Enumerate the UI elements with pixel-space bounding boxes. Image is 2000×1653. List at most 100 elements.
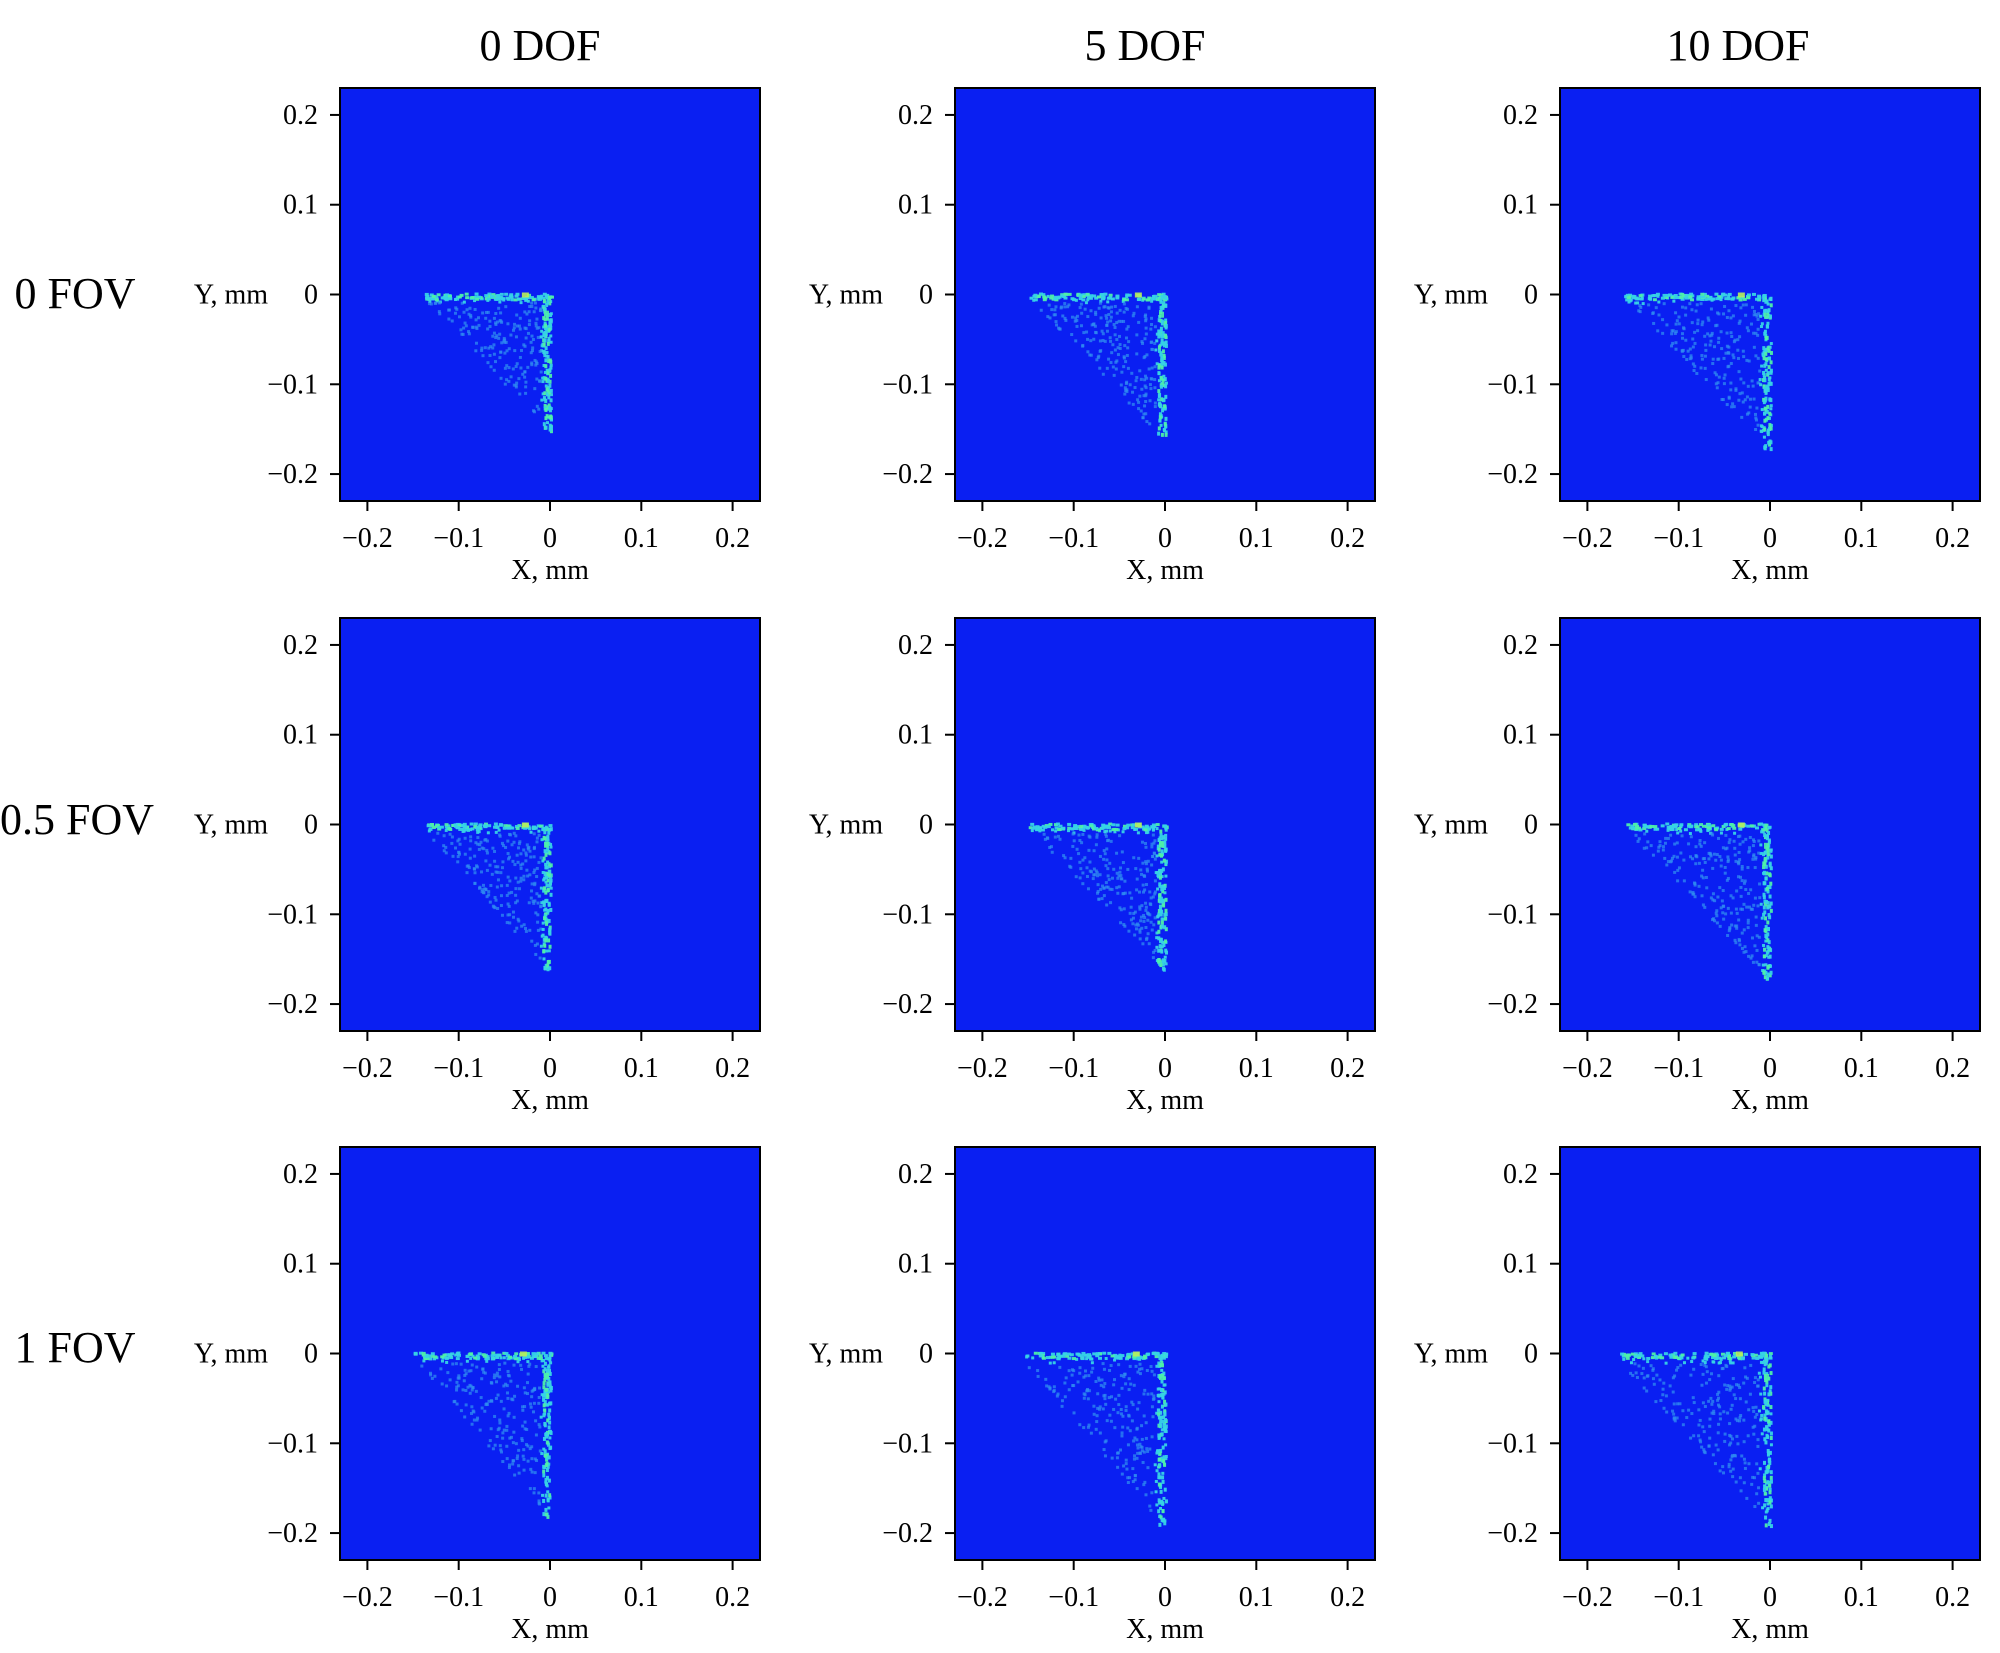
spot-point bbox=[498, 300, 502, 304]
y-tick-label: 0.2 bbox=[283, 630, 318, 661]
spot-point bbox=[1079, 302, 1083, 306]
spot-point bbox=[429, 302, 433, 306]
spot-point bbox=[1742, 1418, 1746, 1422]
spot-point bbox=[1122, 298, 1127, 302]
spot-point bbox=[1096, 883, 1100, 887]
spot-point bbox=[476, 836, 480, 840]
spot-point bbox=[1067, 292, 1072, 296]
spot-point bbox=[1638, 310, 1642, 314]
spot-point bbox=[1745, 395, 1749, 399]
spot-point bbox=[1717, 336, 1721, 340]
spot-point bbox=[1055, 1394, 1059, 1398]
spot-point bbox=[473, 1356, 478, 1360]
spot-point bbox=[1153, 365, 1157, 369]
spot-point bbox=[1164, 1443, 1168, 1447]
spot-point bbox=[505, 1457, 509, 1461]
spot-point bbox=[510, 843, 514, 847]
spot-point bbox=[1697, 1434, 1701, 1438]
x-tick-label: −0.1 bbox=[1048, 523, 1099, 554]
spot-point bbox=[1144, 317, 1148, 321]
spot-point bbox=[1164, 833, 1168, 837]
spot-point bbox=[1116, 1411, 1120, 1415]
spot-point bbox=[1160, 860, 1164, 864]
spot-point bbox=[1039, 308, 1043, 312]
spot-point bbox=[1152, 950, 1156, 954]
spot-point bbox=[1158, 1463, 1162, 1468]
spot-point bbox=[1164, 394, 1168, 399]
x-tick-label: 0.2 bbox=[1330, 1582, 1365, 1613]
spot-point bbox=[1148, 1504, 1152, 1508]
spot-point bbox=[1631, 296, 1636, 300]
spot-point bbox=[1733, 846, 1737, 850]
spot-point bbox=[542, 304, 546, 309]
spot-point bbox=[1683, 828, 1688, 832]
spot-point bbox=[506, 1373, 510, 1377]
spot-point bbox=[543, 370, 547, 374]
y-tick-label: 0.1 bbox=[1503, 720, 1538, 751]
spot-point bbox=[487, 890, 491, 894]
spot-point bbox=[1744, 950, 1748, 954]
spot-point bbox=[525, 843, 529, 847]
spot-point bbox=[549, 1388, 553, 1393]
spot-point bbox=[1108, 1413, 1112, 1417]
spot-point bbox=[548, 1370, 552, 1375]
spot-point bbox=[498, 318, 502, 322]
spot-point bbox=[1711, 866, 1715, 870]
spot-point bbox=[1057, 828, 1062, 832]
spot-point bbox=[1151, 828, 1155, 832]
spot-point bbox=[1708, 343, 1712, 347]
spot-point bbox=[1680, 349, 1684, 353]
spot-point bbox=[504, 292, 509, 296]
spot-point bbox=[1048, 316, 1052, 320]
column-title-5-dof: 5 DOF bbox=[1084, 21, 1206, 70]
spot-point bbox=[1162, 397, 1166, 402]
spot-point bbox=[1734, 1417, 1738, 1421]
spot-point bbox=[1102, 1385, 1106, 1389]
spot-point bbox=[1713, 371, 1717, 375]
spot-point bbox=[519, 1351, 527, 1357]
spot-point bbox=[1164, 333, 1168, 338]
spot-point bbox=[524, 851, 528, 855]
spot-point bbox=[487, 1444, 491, 1448]
spot-point bbox=[495, 1380, 499, 1384]
spot-point bbox=[1155, 871, 1159, 875]
spot-point bbox=[491, 1447, 495, 1451]
spot-point bbox=[1639, 305, 1643, 309]
spot-point bbox=[1123, 386, 1127, 390]
spot-point bbox=[1160, 868, 1164, 873]
spot-point bbox=[1703, 354, 1707, 358]
spot-point bbox=[478, 824, 483, 828]
spot-point bbox=[1760, 322, 1764, 326]
spot-point bbox=[533, 301, 537, 305]
spot-point bbox=[1698, 1438, 1702, 1442]
spot-point bbox=[1762, 346, 1766, 351]
spot-point bbox=[1149, 327, 1153, 331]
spot-point bbox=[1160, 1432, 1164, 1437]
spot-point bbox=[538, 379, 542, 383]
spot-point bbox=[1753, 1424, 1757, 1428]
spot-point bbox=[506, 824, 511, 828]
spot-point bbox=[1766, 1468, 1770, 1473]
spot-point bbox=[1106, 874, 1110, 878]
spot-point bbox=[532, 832, 536, 836]
spot-point bbox=[1113, 830, 1117, 834]
spot-point bbox=[1769, 440, 1773, 445]
spot-point bbox=[1768, 1389, 1772, 1393]
spot-point bbox=[1070, 333, 1074, 337]
spot-point bbox=[439, 1367, 443, 1371]
spot-point bbox=[1144, 1436, 1148, 1440]
spot-point bbox=[1063, 316, 1067, 320]
spot-point bbox=[1694, 309, 1698, 313]
spot-point bbox=[1161, 1395, 1165, 1400]
spot-point bbox=[1746, 384, 1750, 388]
spot-point bbox=[1143, 841, 1147, 845]
spot-point bbox=[1755, 948, 1759, 952]
spot-point bbox=[1143, 378, 1147, 382]
spot-point bbox=[1728, 838, 1732, 842]
spot-point bbox=[499, 350, 503, 354]
spot-point bbox=[1738, 1385, 1742, 1389]
spot-point bbox=[480, 346, 484, 350]
spot-point bbox=[1754, 427, 1758, 431]
spot-point bbox=[544, 346, 548, 351]
spot-point bbox=[1752, 397, 1756, 401]
